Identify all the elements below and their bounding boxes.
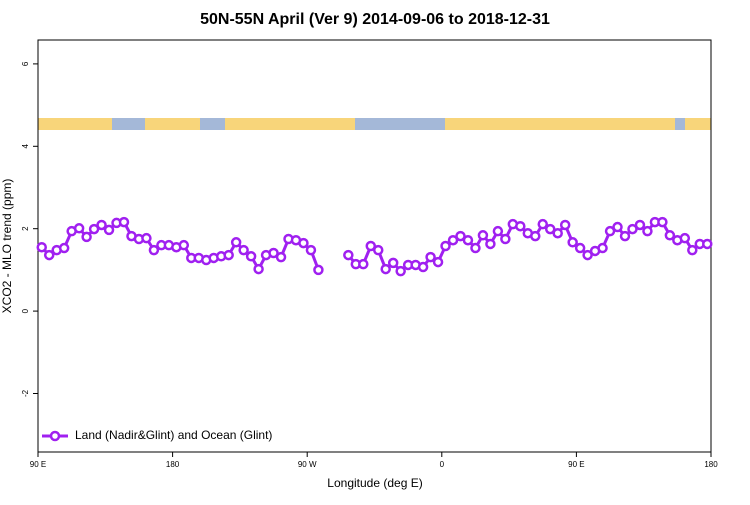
data-point — [73, 223, 85, 234]
data-point — [118, 216, 130, 228]
data-point — [372, 244, 384, 256]
chart-title: 50N-55N April (Ver 9) 2014-09-06 to 2018… — [200, 11, 550, 28]
data-point — [298, 237, 309, 249]
y-tick-label: 6 — [21, 61, 30, 66]
x-tick-label: 90 W — [298, 460, 317, 469]
data-point — [679, 232, 691, 244]
data-point — [245, 251, 257, 262]
data-point — [470, 242, 481, 254]
x-axis-label: Longitude (deg E) — [327, 476, 422, 490]
data-point — [103, 224, 115, 236]
data-point — [230, 237, 242, 248]
data-point — [530, 230, 541, 242]
y-tick-label: 2 — [21, 226, 30, 231]
data-point — [425, 251, 436, 263]
data-point — [305, 244, 317, 256]
data-point — [634, 219, 646, 231]
data-point — [380, 263, 391, 275]
data-point — [492, 225, 504, 237]
x-tick-label: 90 E — [568, 460, 584, 469]
data-point — [88, 223, 100, 235]
data-point — [96, 219, 107, 231]
data-point — [515, 220, 526, 232]
data-point — [432, 256, 444, 268]
data-point — [417, 261, 429, 273]
data-point — [43, 249, 55, 261]
data-point — [642, 225, 653, 237]
data-point — [544, 223, 556, 235]
data-point — [395, 265, 406, 277]
data-point — [552, 227, 563, 239]
data-point — [657, 216, 668, 228]
data-point — [612, 221, 623, 233]
legend-label: Land (Nadir&Glint) and Ocean (Glint) — [75, 428, 272, 442]
data-point — [447, 234, 459, 246]
data-point — [268, 247, 279, 259]
data-point — [477, 230, 489, 241]
x-tick-label: 180 — [166, 460, 180, 469]
x-tick-label: 90 E — [30, 460, 46, 469]
data-point — [687, 244, 698, 256]
data-point — [36, 241, 47, 253]
data-point — [537, 218, 548, 230]
data-point — [567, 237, 578, 248]
data-point — [238, 244, 249, 256]
data-point — [619, 230, 631, 242]
data-point — [500, 233, 511, 245]
data-point — [81, 231, 92, 243]
x-tick-label: 0 — [440, 460, 445, 469]
data-point — [485, 238, 496, 250]
data-point — [141, 232, 152, 244]
data-point — [387, 257, 399, 269]
legend-marker — [49, 430, 61, 442]
data-point — [574, 242, 586, 254]
data-point — [582, 249, 593, 261]
data-point — [604, 225, 616, 237]
data-point — [455, 230, 466, 242]
data-point — [664, 230, 676, 241]
data-point — [702, 238, 713, 250]
data-point — [559, 219, 571, 231]
data-point — [253, 263, 264, 275]
data-point — [627, 223, 638, 235]
data-point — [223, 249, 234, 261]
y-tick-label: 4 — [21, 144, 30, 149]
data-point — [462, 234, 474, 246]
data-point — [358, 258, 369, 270]
data-point — [365, 240, 377, 252]
data-point — [597, 242, 608, 254]
y-axis-label: XCO2 - MLO trend (ppm) — [0, 179, 14, 314]
data-point — [58, 242, 70, 254]
y-tick-label: 0 — [21, 308, 30, 313]
land-ocean-strip — [38, 118, 711, 130]
data-point — [313, 264, 324, 276]
data-point — [440, 240, 451, 252]
data-point — [275, 251, 287, 263]
y-tick-label: -2 — [21, 389, 30, 397]
x-tick-label: 180 — [704, 460, 718, 469]
data-point — [148, 244, 160, 256]
data-point — [343, 249, 354, 261]
data-point — [178, 239, 190, 251]
